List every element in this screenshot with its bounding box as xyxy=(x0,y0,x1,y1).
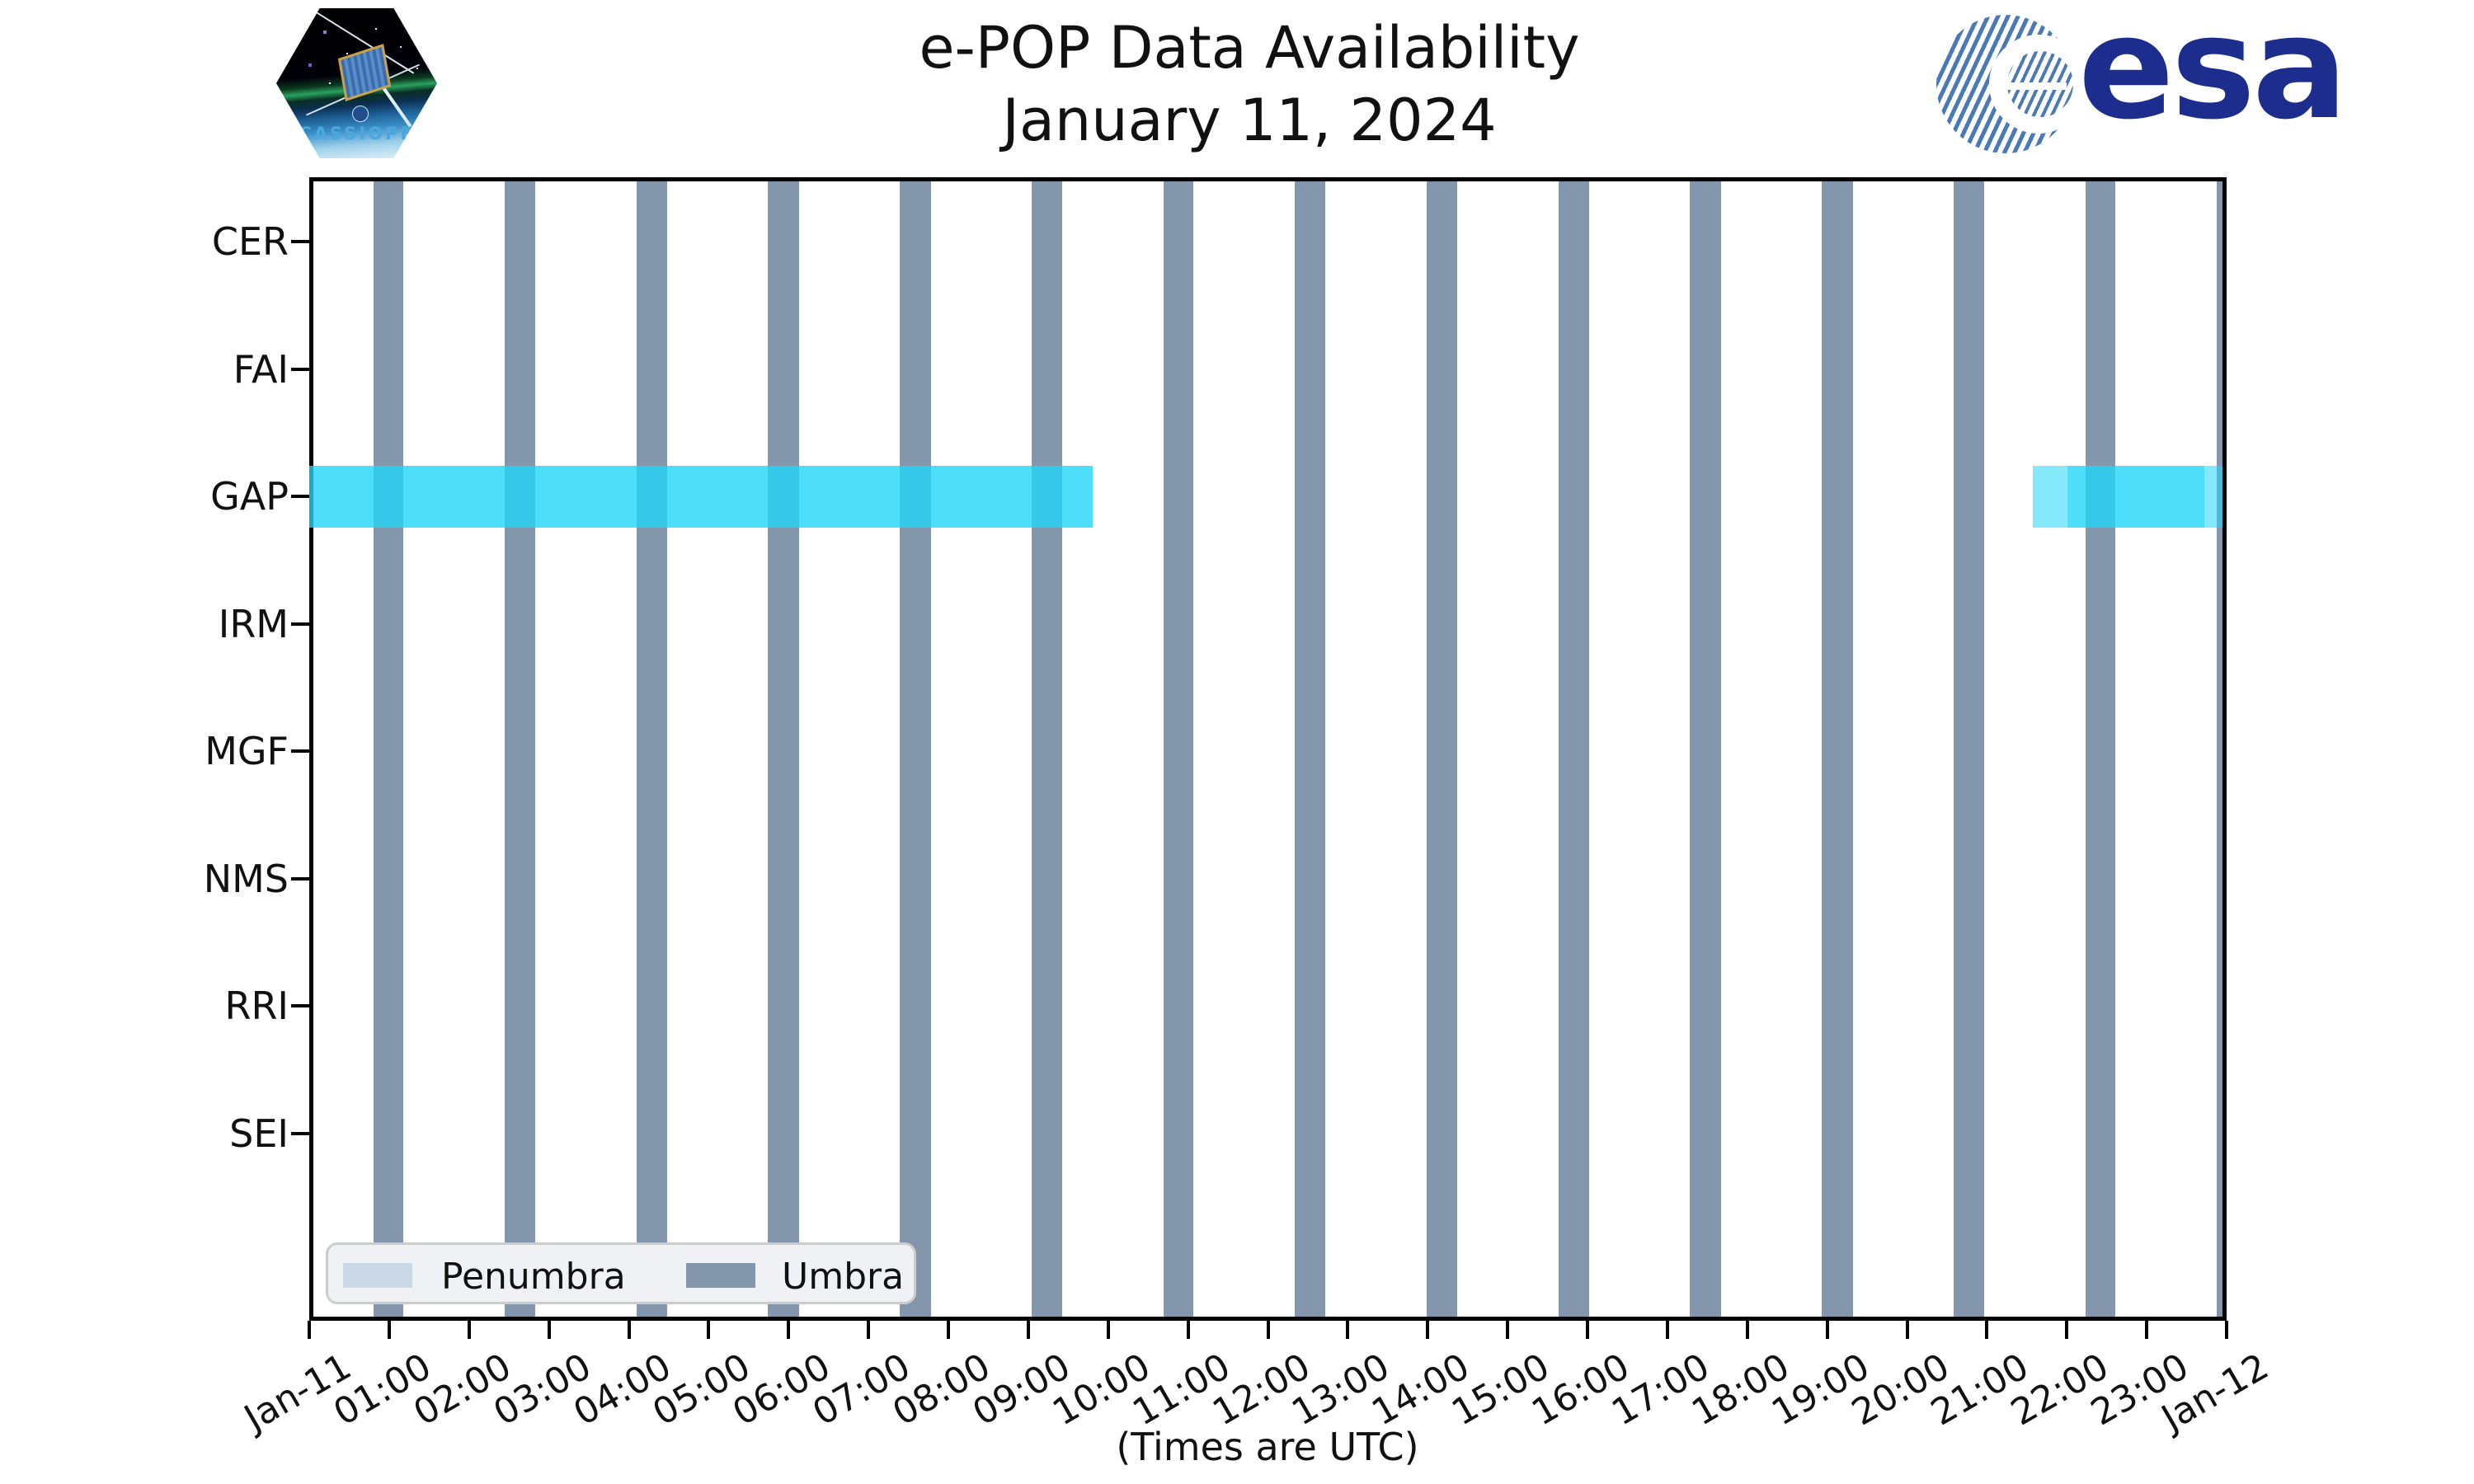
y-tick-label-irm: IRM xyxy=(218,601,289,646)
legend-swatch-umbra xyxy=(686,1263,755,1288)
y-tick-label-rri: RRI xyxy=(224,984,289,1028)
umbra-bar xyxy=(373,181,404,1317)
y-tick xyxy=(291,240,309,243)
umbra-bar xyxy=(2217,181,2222,1317)
x-tick xyxy=(1106,1321,1110,1339)
y-tick-label-gap: GAP xyxy=(210,474,289,519)
cassiope-satellite-icon xyxy=(337,44,392,101)
gap-availability-bar xyxy=(2067,465,2222,528)
y-tick xyxy=(291,367,309,371)
x-tick xyxy=(1665,1321,1669,1339)
y-tick-label-fai: FAI xyxy=(233,346,289,392)
x-tick xyxy=(1985,1321,1989,1339)
umbra-bar xyxy=(1559,181,1589,1317)
umbra-bar xyxy=(1163,181,1194,1317)
x-tick xyxy=(707,1321,711,1339)
umbra-bar xyxy=(1953,181,1984,1317)
umbra-bar xyxy=(505,181,536,1317)
y-tick xyxy=(291,622,309,626)
umbra-bar xyxy=(1427,181,1458,1317)
x-tick xyxy=(1745,1321,1749,1339)
chart-subtitle-date: January 11, 2024 xyxy=(1002,87,1497,154)
x-tick xyxy=(787,1321,791,1339)
y-tick-label-cer: CER xyxy=(211,219,289,264)
legend-label-umbra: Umbra xyxy=(782,1256,905,1298)
x-tick xyxy=(1586,1321,1589,1339)
cassiope-patch-label: CASSIOPE xyxy=(299,124,415,143)
x-tick xyxy=(867,1321,871,1339)
x-tick xyxy=(547,1321,551,1339)
umbra-bar xyxy=(899,181,931,1317)
patch-roundel-icon xyxy=(352,106,369,122)
stars-decoration xyxy=(301,25,303,26)
legend: Penumbra Umbra xyxy=(326,1242,916,1304)
y-tick xyxy=(291,876,309,881)
y-tick xyxy=(291,1004,309,1007)
chart-title-block: e-POP Data Availability January 11, 2024 xyxy=(425,12,2074,157)
chart-title: e-POP Data Availability xyxy=(919,14,1580,82)
legend-swatch-penumbra xyxy=(343,1263,412,1288)
y-tick xyxy=(291,1131,309,1135)
y-tick xyxy=(291,749,309,753)
x-tick xyxy=(308,1321,311,1339)
x-axis-caption: (Times are UTC) xyxy=(1116,1425,1419,1469)
umbra-bar xyxy=(1031,181,1062,1317)
y-tick xyxy=(291,495,309,498)
x-tick xyxy=(387,1321,391,1339)
x-tick xyxy=(467,1321,471,1339)
umbra-bar xyxy=(1295,181,1326,1317)
umbra-bar xyxy=(2085,181,2116,1317)
y-tick-label-sei: SEI xyxy=(229,1111,289,1156)
legend-label-penumbra: Penumbra xyxy=(441,1256,626,1298)
y-tick-label-mgf: MGF xyxy=(205,729,289,773)
x-tick xyxy=(2145,1321,2149,1339)
x-tick xyxy=(1026,1321,1030,1339)
x-tick xyxy=(1266,1321,1270,1339)
cassiope-mission-patch: CASSIOPE xyxy=(272,4,441,162)
y-tick-label-nms: NMS xyxy=(203,856,289,901)
x-tick xyxy=(627,1321,631,1339)
x-tick xyxy=(1186,1321,1190,1339)
umbra-bar xyxy=(1690,181,1721,1317)
cassiope-patch-art: CASSIOPE xyxy=(276,8,437,158)
x-tick xyxy=(1346,1321,1350,1339)
x-tick xyxy=(947,1321,950,1339)
esa-logo: esa xyxy=(1936,0,2348,157)
x-tick xyxy=(1905,1321,1909,1339)
x-tick xyxy=(2225,1321,2228,1339)
x-tick xyxy=(1825,1321,1829,1339)
x-tick xyxy=(1426,1321,1430,1339)
umbra-bar xyxy=(768,181,799,1317)
esa-wordmark: esa xyxy=(2078,0,2348,151)
plot-area xyxy=(309,177,2227,1321)
esa-e-gap-shape xyxy=(2007,82,2067,90)
umbra-bar xyxy=(637,181,667,1317)
x-tick xyxy=(1506,1321,1510,1339)
x-tick xyxy=(2065,1321,2069,1339)
umbra-bar xyxy=(1821,181,1853,1317)
gap-availability-bar xyxy=(309,465,1094,528)
